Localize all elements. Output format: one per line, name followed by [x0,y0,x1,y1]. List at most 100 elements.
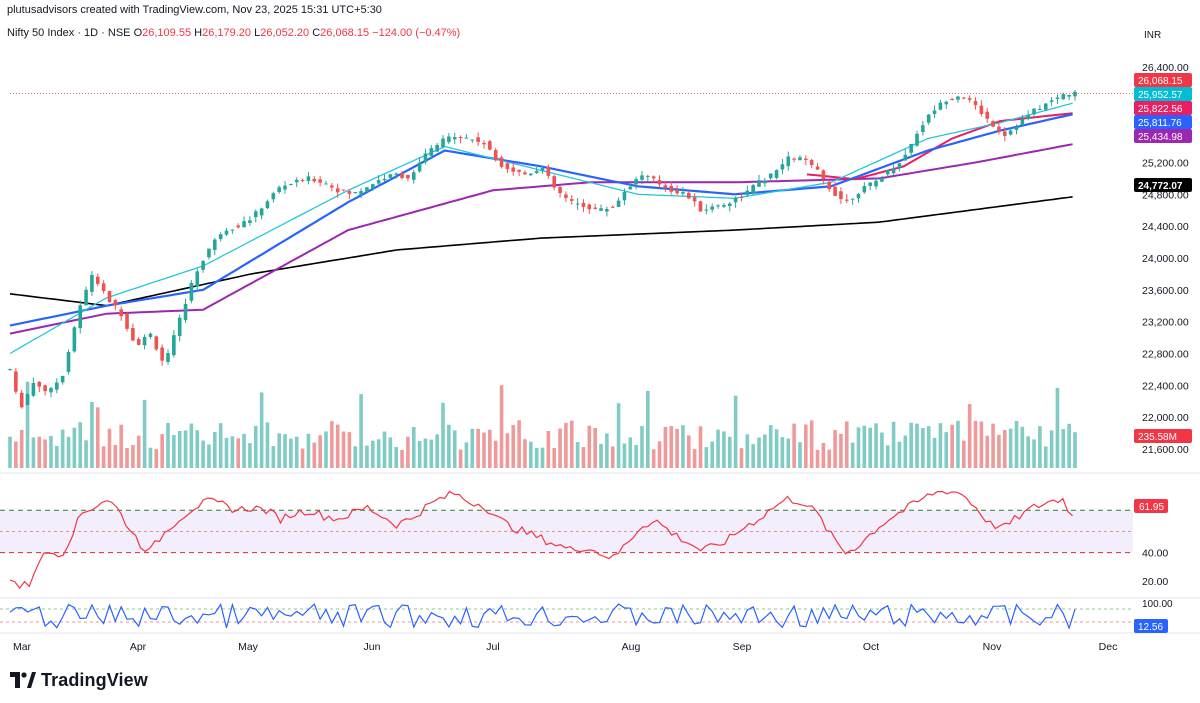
volume-bar [312,442,317,468]
volume-bar [967,403,972,468]
candle [376,180,381,184]
tradingview-logo[interactable]: TradingView [10,668,148,692]
rsi-tick-label: 40.00 [1142,548,1168,560]
volume-bar [330,421,334,468]
candle [172,335,176,356]
volume-bar [564,422,568,468]
volume-bar [60,429,65,468]
volume-bar [388,437,393,468]
candle [716,205,720,207]
rsi-label: 61.95 [1139,502,1164,513]
volume-bar [435,434,439,468]
candle [493,150,498,161]
candle [19,392,24,408]
candle [850,198,855,200]
candle [435,145,439,152]
candle [394,173,399,175]
candle [365,187,369,192]
price-label-box [1134,178,1192,192]
candle [915,133,919,146]
volume-bar [417,440,422,468]
candle [1067,95,1071,97]
volume-bar [189,423,194,468]
candle [382,178,387,181]
price-label-box [1134,87,1192,101]
candle [259,208,264,216]
candle [599,208,603,211]
volume-bar [411,427,416,468]
candle [131,328,135,341]
candle [201,261,205,270]
volume-bar [259,392,264,468]
volume-bar [14,441,18,468]
candle [663,185,668,188]
volume-bar [575,442,580,468]
volume-bar [1061,429,1066,468]
candle [330,185,334,188]
candle [804,158,808,161]
price-label: 25,434.98 [1138,132,1183,143]
volume-bar [213,432,217,468]
volume-bar [616,403,621,468]
volume-bar [300,448,305,468]
candle [651,176,656,179]
volume-bar [558,428,562,468]
price-tick-label: 26,400.00 [1142,62,1189,74]
volume-bar [804,424,808,468]
candle [856,193,861,199]
candle [909,144,913,153]
price-label: 25,811.76 [1138,118,1182,129]
volume-bar [195,430,200,468]
candle [429,148,434,156]
volume-bar [739,448,744,468]
volume-bar [90,401,94,468]
candle [722,205,726,207]
time-tick-label: Nov [983,641,1002,653]
volume-bar [839,433,843,468]
candle [312,178,317,182]
price-label: 24,772.07 [1138,181,1183,192]
candle [628,186,633,190]
volume-bar [183,430,188,468]
volume-bar [581,447,586,468]
candle [921,125,925,132]
candle [55,382,59,390]
candle [107,290,112,303]
symbol-name[interactable]: Nifty 50 Index · 1D · NSE [7,27,131,39]
candle [236,225,241,228]
volume-bar [956,420,960,468]
volume-bar [1055,387,1060,468]
candle [66,352,71,372]
candle [1014,126,1019,130]
candle [932,110,937,114]
candle [657,180,662,185]
volume-bar [774,429,779,468]
candle [517,169,521,172]
volume-bar [84,440,88,468]
volume-bar [177,430,182,468]
candle [388,174,393,178]
candle [891,168,896,174]
volume-bar [224,437,229,468]
change-value: −124.00 (−0.47%) [372,27,461,39]
volume-bar [131,445,135,468]
volume-bar [897,441,902,468]
high-label: H [194,27,203,39]
volume-bar [441,402,445,468]
volume-bar [359,394,363,468]
candle [686,192,691,199]
volume-bar [710,441,715,468]
candle [230,229,235,231]
candle [359,190,363,196]
volume-bar [66,436,71,468]
candle [166,353,170,362]
candle [774,170,779,178]
candle [698,201,703,212]
candle [136,338,141,345]
volume-bar [950,424,954,468]
volume-bar [763,434,767,468]
open-label: O [133,27,143,39]
volume-bar [1026,436,1030,468]
chart-canvas[interactable]: INR26,400.0026,000.0025,600.0025,200.002… [0,0,1200,660]
volume-bar [201,440,205,468]
